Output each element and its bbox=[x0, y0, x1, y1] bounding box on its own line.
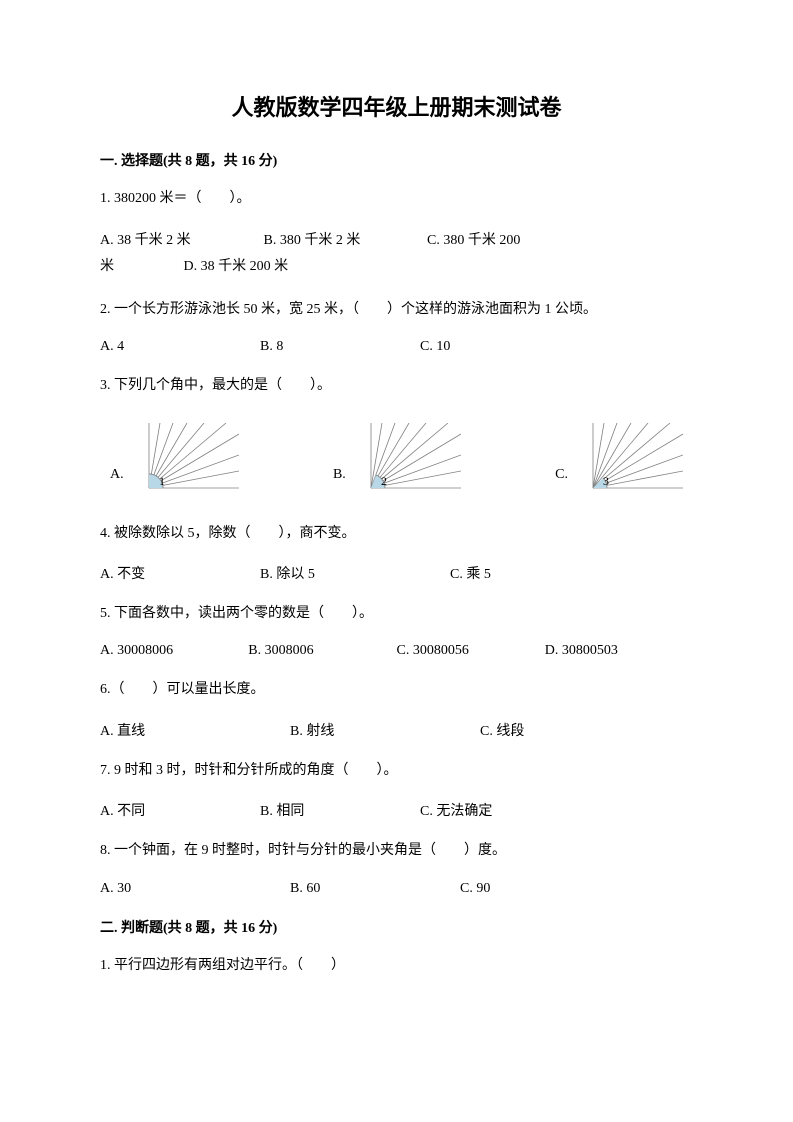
q4-text: 4. 被除数除以 5，除数（ ），商不变。 bbox=[100, 523, 693, 545]
q6-optB: B. 射线 bbox=[290, 720, 480, 740]
q6-optC: C. 线段 bbox=[480, 720, 640, 740]
q1-optD: D. 38 千米 200 米 bbox=[184, 259, 289, 274]
q5-options: A. 30008006 B. 3008006 C. 30080056 D. 30… bbox=[100, 643, 693, 659]
q2-options: A. 4 B. 8 C. 10 bbox=[100, 339, 693, 355]
q1-text: 1. 380200 米＝（ ）。 bbox=[100, 188, 693, 210]
q1-optC: C. 380 千米 200 bbox=[427, 233, 520, 248]
q3-figC: C. 3 bbox=[555, 423, 683, 493]
q6-options: A. 直线 B. 射线 C. 线段 bbox=[100, 720, 693, 740]
q7-optA: A. 不同 bbox=[100, 800, 260, 820]
q4-options: A. 不变 B. 除以 5 C. 乘 5 bbox=[100, 563, 693, 583]
q8-options: A. 30 B. 60 C. 90 bbox=[100, 881, 693, 897]
fan-icon-1: 1 bbox=[129, 423, 239, 493]
q8-optA: A. 30 bbox=[100, 881, 290, 897]
q3-labelB: B. bbox=[333, 467, 346, 483]
s2-q1-text: 1. 平行四边形有两组对边平行。（ ） bbox=[100, 955, 693, 977]
q2-text: 2. 一个长方形游泳池长 50 米，宽 25 米，（ ）个这样的游泳池面积为 1… bbox=[100, 299, 693, 321]
q1-optB: B. 380 千米 2 米 bbox=[264, 228, 424, 253]
q3-figB: B. 2 bbox=[333, 423, 461, 493]
q2-optC: C. 10 bbox=[420, 339, 580, 355]
fan-num-2: 2 bbox=[381, 474, 387, 488]
q5-optC: C. 30080056 bbox=[397, 643, 545, 659]
q7-optB: B. 相同 bbox=[260, 800, 420, 820]
q7-optC: C. 无法确定 bbox=[420, 800, 580, 820]
q1-options: A. 38 千米 2 米 B. 380 千米 2 米 C. 380 千米 200… bbox=[100, 228, 693, 278]
q1-line2a: 米 bbox=[100, 254, 180, 279]
q5-text: 5. 下面各数中，读出两个零的数是（ ）。 bbox=[100, 603, 693, 625]
section-1-header: 一. 选择题(共 8 题，共 16 分) bbox=[100, 150, 693, 170]
q3-labelA: A. bbox=[110, 467, 124, 483]
q2-optA: A. 4 bbox=[100, 339, 260, 355]
fan-num-3: 3 bbox=[603, 474, 609, 488]
q5-optB: B. 3008006 bbox=[248, 643, 396, 659]
q5-optA: A. 30008006 bbox=[100, 643, 248, 659]
q3-figures: A. 1 B. bbox=[100, 423, 693, 493]
q8-optB: B. 60 bbox=[290, 881, 460, 897]
q3-figA: A. 1 bbox=[110, 423, 239, 493]
q6-optA: A. 直线 bbox=[100, 720, 290, 740]
q4-optA: A. 不变 bbox=[100, 563, 260, 583]
q8-text: 8. 一个钟面，在 9 时整时，时针与分针的最小夹角是（ ）度。 bbox=[100, 840, 693, 862]
q1-optA: A. 38 千米 2 米 bbox=[100, 228, 260, 253]
q3-text: 3. 下列几个角中，最大的是（ ）。 bbox=[100, 375, 693, 397]
q2-optB: B. 8 bbox=[260, 339, 420, 355]
q4-optB: B. 除以 5 bbox=[260, 563, 450, 583]
fan-icon-2: 2 bbox=[351, 423, 461, 493]
fan-icon-3: 3 bbox=[573, 423, 683, 493]
q3-labelC: C. bbox=[555, 467, 568, 483]
q7-text: 7. 9 时和 3 时，时针和分针所成的角度（ ）。 bbox=[100, 760, 693, 782]
fan-num-1: 1 bbox=[159, 474, 165, 488]
q4-optC: C. 乘 5 bbox=[450, 563, 610, 583]
q7-options: A. 不同 B. 相同 C. 无法确定 bbox=[100, 800, 693, 820]
page-title: 人教版数学四年级上册期末测试卷 bbox=[100, 90, 693, 122]
q8-optC: C. 90 bbox=[460, 881, 620, 897]
section-2-header: 二. 判断题(共 8 题，共 16 分) bbox=[100, 917, 693, 937]
q5-optD: D. 30800503 bbox=[545, 643, 693, 659]
q6-text: 6.（ ）可以量出长度。 bbox=[100, 679, 693, 701]
